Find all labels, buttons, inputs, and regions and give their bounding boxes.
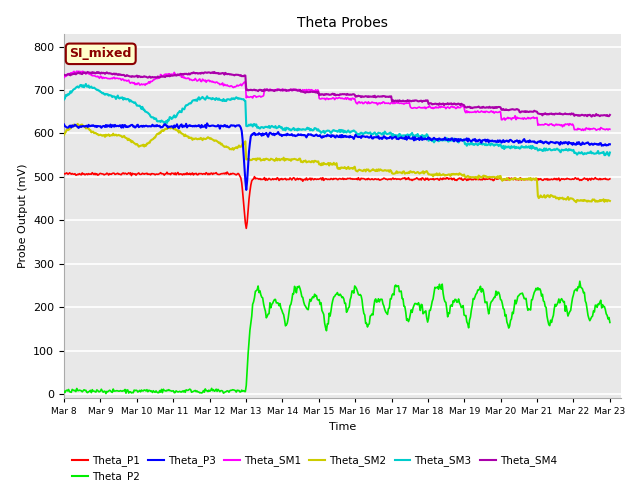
Theta_SM2	[202, 136, 209, 142]
Theta_SM3	[472, 141, 480, 147]
Theta_P3	[200, 124, 208, 130]
Theta_P2	[60, 388, 68, 394]
Theta_P3	[383, 135, 391, 141]
Theta_SM3	[202, 97, 209, 103]
Theta_SM1	[580, 128, 588, 133]
Theta_P1	[223, 169, 231, 175]
Theta_SM2	[426, 171, 433, 177]
Theta_P2	[157, 386, 165, 392]
Theta_P1	[200, 171, 208, 177]
Theta_P2	[308, 296, 316, 301]
Theta_SM3	[157, 118, 165, 123]
Theta_P2	[606, 320, 614, 325]
Theta_SM3	[383, 131, 390, 137]
Theta_SM1	[383, 100, 390, 106]
Theta_P3	[157, 125, 164, 131]
Theta_SM4	[60, 72, 68, 78]
Theta_SM4	[472, 105, 480, 110]
Theta_SM4	[202, 70, 209, 75]
Line: Theta_SM1: Theta_SM1	[64, 71, 610, 131]
Theta_SM2	[60, 132, 68, 138]
Theta_SM1	[308, 87, 316, 93]
Theta_P2	[576, 278, 584, 284]
Theta_SM1	[60, 74, 68, 80]
Theta_SM3	[605, 153, 613, 158]
Theta_SM4	[84, 69, 92, 75]
Theta_P1	[60, 171, 68, 177]
Theta_SM1	[606, 126, 614, 132]
Theta_SM4	[426, 101, 433, 107]
Line: Theta_SM4: Theta_SM4	[64, 72, 610, 117]
Theta_P2	[202, 386, 209, 392]
Theta_P3	[60, 121, 68, 127]
Text: SI_mixed: SI_mixed	[70, 48, 132, 60]
Line: Theta_SM2: Theta_SM2	[64, 124, 610, 202]
Theta_SM2	[572, 199, 580, 205]
Theta_P3	[204, 120, 211, 126]
Theta_P1	[309, 176, 317, 182]
Theta_SM3	[308, 127, 316, 133]
Theta_P3	[309, 132, 317, 138]
Theta_SM4	[588, 114, 595, 120]
Theta_P3	[243, 187, 250, 193]
Theta_SM2	[472, 174, 480, 180]
Theta_P3	[606, 142, 614, 147]
Theta_P1	[383, 177, 391, 182]
Theta_P1	[606, 176, 614, 182]
Y-axis label: Probe Output (mV): Probe Output (mV)	[17, 164, 28, 268]
Theta_P3	[473, 137, 481, 143]
Line: Theta_SM3: Theta_SM3	[64, 84, 610, 156]
Theta_P1	[473, 176, 481, 181]
Theta_SM1	[202, 77, 209, 83]
Theta_SM3	[60, 96, 68, 102]
Theta_P2	[472, 291, 480, 297]
Theta_P1	[243, 226, 250, 231]
Theta_SM4	[157, 73, 165, 79]
Theta_P2	[426, 308, 433, 313]
Title: Theta Probes: Theta Probes	[297, 16, 388, 30]
Line: Theta_P1: Theta_P1	[64, 172, 610, 228]
Theta_SM3	[82, 81, 90, 87]
Theta_SM4	[383, 94, 390, 99]
Theta_SM1	[73, 68, 81, 74]
X-axis label: Time: Time	[329, 422, 356, 432]
Theta_P2	[102, 391, 110, 396]
Theta_P3	[426, 135, 434, 141]
Theta_P1	[157, 170, 164, 176]
Theta_SM2	[308, 158, 316, 164]
Theta_SM1	[472, 109, 480, 115]
Theta_SM2	[157, 128, 165, 133]
Theta_SM3	[426, 137, 433, 143]
Theta_SM2	[74, 121, 81, 127]
Theta_SM3	[606, 150, 614, 156]
Theta_SM4	[308, 89, 316, 95]
Theta_P2	[383, 311, 390, 316]
Legend: Theta_P1, Theta_P2, Theta_P3, Theta_SM1, Theta_SM2, Theta_SM3, Theta_SM4: Theta_P1, Theta_P2, Theta_P3, Theta_SM1,…	[68, 451, 561, 480]
Theta_SM2	[606, 198, 614, 204]
Theta_SM1	[157, 72, 165, 78]
Line: Theta_P2: Theta_P2	[64, 281, 610, 394]
Line: Theta_P3: Theta_P3	[64, 123, 610, 190]
Theta_SM4	[606, 112, 614, 118]
Theta_SM2	[383, 168, 390, 174]
Theta_P1	[426, 176, 434, 182]
Theta_SM1	[426, 103, 433, 108]
